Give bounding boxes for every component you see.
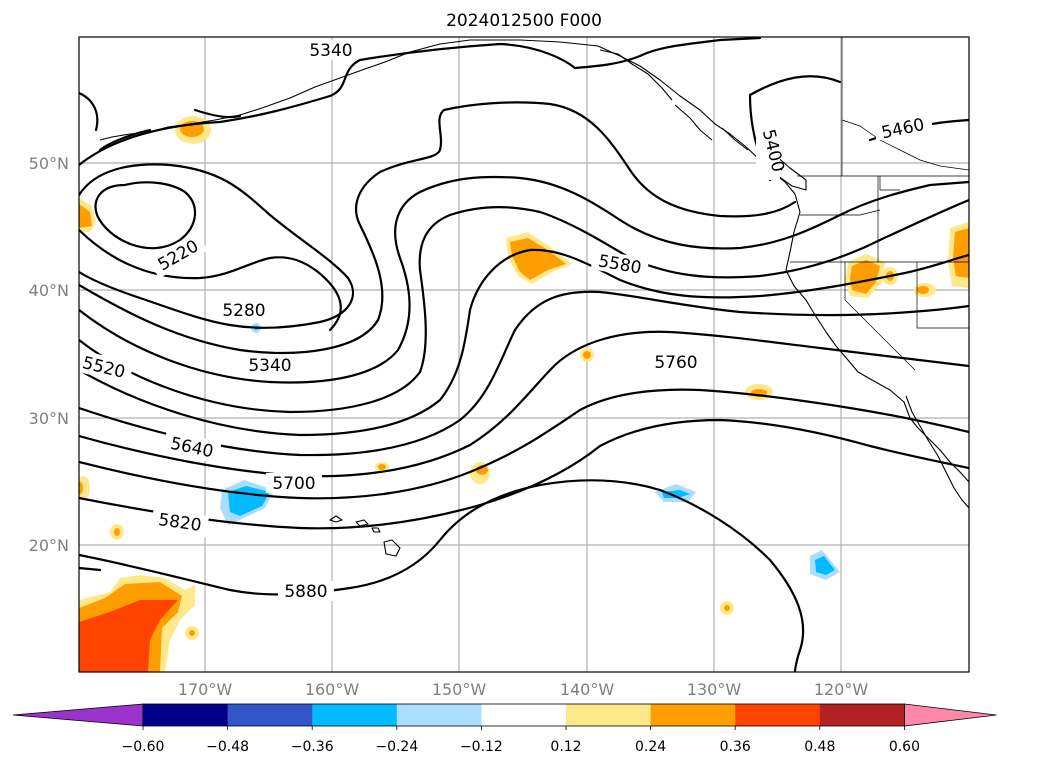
shading-e42-inner [850, 260, 880, 294]
contour-label-5700: 5700 [272, 474, 315, 494]
contour-nw-stub [79, 91, 99, 132]
lat-label-40n: 40°N [29, 281, 69, 300]
shading-sw-inner [79, 600, 178, 672]
shading-blue-2-inner [662, 490, 690, 498]
island-hawaii-1 [329, 515, 343, 523]
shading-w47-inner [79, 204, 92, 228]
colorbar-tick-label: −0.60 [122, 739, 165, 755]
colorbar-segment [396, 704, 482, 726]
shading-fe43-inner [953, 228, 969, 278]
contour-5880-stub [79, 566, 102, 572]
colorbar-tick-label: −0.36 [291, 739, 334, 755]
colorbar-tick-label: −0.48 [206, 739, 249, 755]
contour-5400 [79, 175, 969, 384]
shading-dot-2-inner [917, 286, 929, 294]
contour-5220-closed [94, 181, 196, 250]
map-frame [78, 36, 970, 673]
contour-5340-mid [79, 101, 797, 355]
coast-baja [905, 395, 969, 509]
borders [790, 37, 969, 371]
colorbar-segment [566, 704, 652, 726]
colorbar-extend-low [12, 703, 144, 727]
contour-5280-inner [79, 228, 342, 332]
contour-5520 [79, 248, 969, 437]
colorbar-tick-label: 0.24 [635, 739, 666, 755]
shading-dot-7-inner [79, 482, 83, 494]
island-hawaii-2 [355, 519, 369, 527]
map-title: 2024012500 F000 [446, 11, 602, 31]
contour-5400-top [748, 75, 842, 97]
lat-label-20n: 20°N [29, 536, 69, 555]
contour-label-5340-mid: 5340 [248, 356, 291, 376]
contour-label-5760: 5760 [654, 353, 697, 373]
lon-label-130w: 130°W [687, 680, 742, 699]
colorbar-tick-label: 0.12 [550, 739, 581, 755]
colorbar-segment [312, 704, 398, 726]
contour-label-5340-top: 5340 [309, 41, 352, 61]
lat-label-50n: 50°N [29, 154, 69, 173]
colorbar-extend-high [904, 703, 997, 727]
border-states [790, 176, 969, 371]
island-hawaii-3 [371, 527, 381, 533]
colorbar-tick-label: 0.36 [720, 739, 751, 755]
shading-dot-7 [79, 476, 90, 500]
lon-label-140w: 140°W [560, 680, 615, 699]
contour-5820 [79, 479, 805, 672]
colorbar-segment [819, 704, 905, 726]
shading-dot-10-inner [724, 605, 730, 611]
map-background [79, 37, 969, 672]
shading-dot-8-inner [114, 528, 120, 536]
colorbar-segment [143, 704, 229, 726]
island-hawaii-4 [383, 539, 401, 557]
coast-us-west [785, 193, 969, 483]
colorbar: −0.60 −0.48 −0.36 −0.24 −0.12 0.12 0.24 0.36 0.4… [12, 703, 997, 755]
latitude-labels: 50°N 40°N 30°N 20°N [29, 154, 69, 555]
lon-label-170w: 170°W [178, 680, 233, 699]
contour-5700 [79, 388, 969, 500]
longitude-labels: 170°W 160°W 150°W 140°W 130°W 120°W [178, 680, 869, 699]
contour-5340-north [79, 37, 762, 167]
lat-label-30n: 30°N [29, 409, 69, 428]
height-contours [79, 37, 969, 672]
map-panel: 5340 5400 5460 5220 5580 5280 5520 5340 … [74, 36, 970, 673]
contour-5280 [79, 163, 354, 329]
shading-dot-5-inner [378, 464, 386, 470]
colorbar-segment [227, 704, 313, 726]
contour-label-5280: 5280 [222, 301, 265, 321]
border-province [841, 119, 969, 171]
colorbar-tick-label: −0.24 [375, 739, 418, 755]
contour-5760 [79, 418, 969, 530]
contour-5460 [79, 198, 969, 414]
gridlines [79, 37, 969, 672]
lon-label-150w: 150°W [432, 680, 487, 699]
colorbar-segment [735, 704, 821, 726]
coast-panhandle-islands [599, 49, 783, 171]
lon-label-160w: 160°W [305, 680, 360, 699]
colorbar-tick-label: 0.48 [804, 739, 835, 755]
colorbar-tick-label: 0.60 [889, 739, 920, 755]
colorbar-segment [650, 704, 736, 726]
contour-5580 [79, 290, 969, 457]
contour-label-5880: 5880 [284, 582, 327, 602]
lon-label-120w: 120°W [814, 680, 869, 699]
anomaly-shading [79, 116, 969, 672]
shading-blue-3-inner [815, 556, 835, 575]
contour-labels: 5340 5400 5460 5220 5580 5280 5520 5340 … [74, 40, 932, 602]
shading-dot-3-inner [583, 351, 591, 359]
colorbar-tick-label: −0.12 [460, 739, 503, 755]
colorbar-frame [142, 703, 905, 727]
contour-nw-stub-2 [98, 128, 152, 152]
shading-c42-inner [510, 238, 566, 280]
shading-dot-9-inner [189, 630, 195, 636]
colorbar-segment [481, 704, 567, 726]
contour-nw-stub-3 [193, 108, 242, 119]
